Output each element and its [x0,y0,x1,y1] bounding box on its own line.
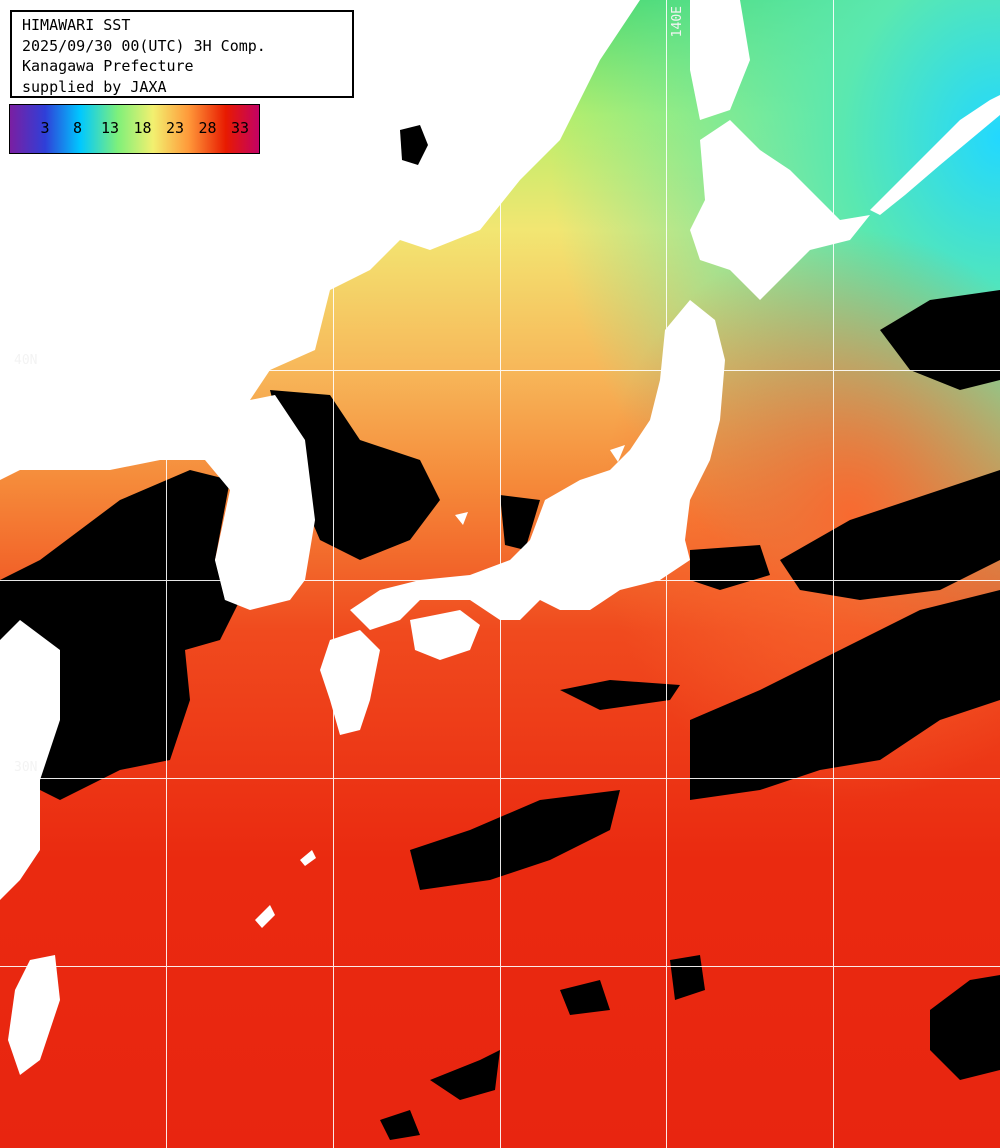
title-box: HIMAWARI SST 2025/09/30 00(UTC) 3H Comp.… [10,10,354,98]
legend-label-28: 28 [198,119,217,137]
shikoku [410,610,480,660]
hokkaido [690,120,870,300]
observation-time: 2025/09/30 00(UTC) 3H Comp. [22,36,266,55]
kyushu [320,630,380,735]
taiwan [8,955,60,1075]
legend-label-33: 33 [230,119,250,137]
latitude-label-40n: 40N [14,353,38,368]
region-name: Kanagawa Prefecture [22,57,194,75]
nansei-islands [255,850,316,928]
china-coast [0,620,60,900]
latitude-label-30n: 30N [14,760,38,775]
sakhalin [690,0,750,120]
data-source: supplied by JAXA [22,77,167,96]
legend-label-13: 13 [100,119,120,137]
korean-peninsula [215,395,315,610]
product-title: HIMAWARI SST [22,16,131,34]
island-cloud-spot [400,125,428,165]
legend-label-18: 18 [133,119,152,137]
longitude-label: 140E [670,6,685,38]
legend-label-23: 23 [165,119,185,137]
legend-color-bar [10,105,259,153]
legend-label-3: 3 [40,119,50,137]
kuril-islands [870,95,1000,215]
legend-label-8: 8 [72,119,83,137]
honshu [350,300,725,630]
oki-island [455,512,468,525]
temperature-legend: 3 8 13 18 23 28 33 [9,104,260,154]
sado-island [610,445,625,462]
